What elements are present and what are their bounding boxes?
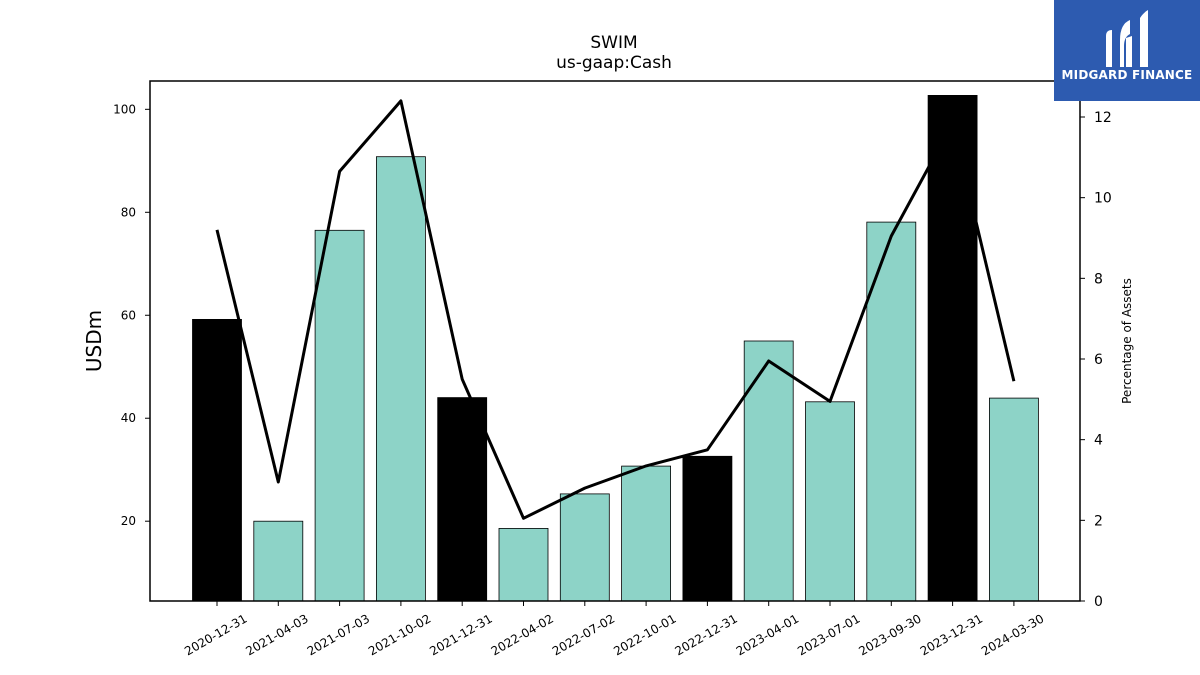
line-layer (215, 99, 1016, 520)
bar-2023-09-30 (866, 221, 917, 602)
bar-2022-10-01 (621, 465, 671, 602)
bar-2021-10-02 (375, 156, 426, 602)
x-tick-label: 2020-12-31 (182, 611, 249, 658)
x-tick-label: 2023-12-31 (918, 611, 985, 658)
x-tick-label: 2021-10-02 (366, 611, 433, 658)
x-tick-label: 2023-09-30 (856, 611, 923, 658)
bars-layer (192, 95, 1039, 602)
y2-tick-label: 10 (1094, 191, 1112, 207)
y-tick-label: 80 (121, 205, 136, 219)
y-tick-label: 40 (121, 411, 136, 425)
bar-2023-04-01 (743, 340, 794, 602)
y2-tick-label: 6 (1094, 352, 1103, 368)
y2-axis-label: Percentage of Assets (1120, 278, 1134, 404)
bar-2023-07-01 (805, 401, 855, 602)
y2-tick-label: 0 (1094, 594, 1103, 610)
midgard-finance-logo: MIDGARD FINANCE (1054, 0, 1200, 101)
chart-subtitle: us-gaap:Cash (556, 53, 672, 73)
x-tick-label: 2023-04-01 (734, 611, 801, 658)
bar-2021-04-03 (253, 520, 304, 602)
y-axis-label: USDm (82, 310, 106, 372)
bar-2020-12-31 (192, 318, 242, 602)
y-axis-right: 0 2 4 6 8 10 12 (1080, 110, 1112, 610)
y-tick-label: 60 (121, 308, 136, 322)
bar-2023-12-31 (927, 95, 978, 602)
bar-2022-07-02 (559, 493, 610, 602)
chart-title: SWIM (590, 33, 637, 53)
x-tick-label: 2021-07-03 (305, 611, 372, 658)
x-tick-label: 2023-07-01 (795, 611, 862, 658)
y-tick-label: 20 (121, 514, 136, 528)
bar-2021-12-31 (437, 397, 488, 602)
pct-assets-line (215, 99, 1016, 520)
x-tick-label: 2022-12-31 (672, 611, 739, 658)
logo-mark-icon (1106, 10, 1148, 67)
y2-tick-label: 12 (1094, 110, 1112, 126)
logo-text: MIDGARD FINANCE (1061, 68, 1193, 82)
bar-2024-03-30 (989, 397, 1039, 602)
x-axis: 2020-12-312021-04-032021-07-032021-10-02… (182, 601, 1046, 658)
x-tick-label: 2024-03-30 (979, 611, 1046, 658)
y-tick-label: 100 (113, 102, 136, 116)
bar-2022-04-02 (498, 528, 549, 602)
x-tick-label: 2022-07-02 (550, 611, 617, 658)
bar-2021-07-03 (314, 229, 365, 602)
x-tick-label: 2022-04-02 (489, 611, 556, 658)
y2-tick-label: 2 (1094, 513, 1103, 529)
y2-tick-label: 8 (1094, 271, 1103, 287)
plot-frame (149, 80, 1081, 602)
x-tick-label: 2021-12-31 (427, 611, 494, 658)
x-tick-label: 2022-10-01 (611, 611, 678, 658)
x-tick-label: 2021-04-03 (243, 611, 310, 658)
y-axis-left: 20 40 60 80 100 (113, 102, 150, 528)
y2-tick-label: 4 (1094, 433, 1103, 449)
bar-2022-12-31 (682, 455, 733, 602)
